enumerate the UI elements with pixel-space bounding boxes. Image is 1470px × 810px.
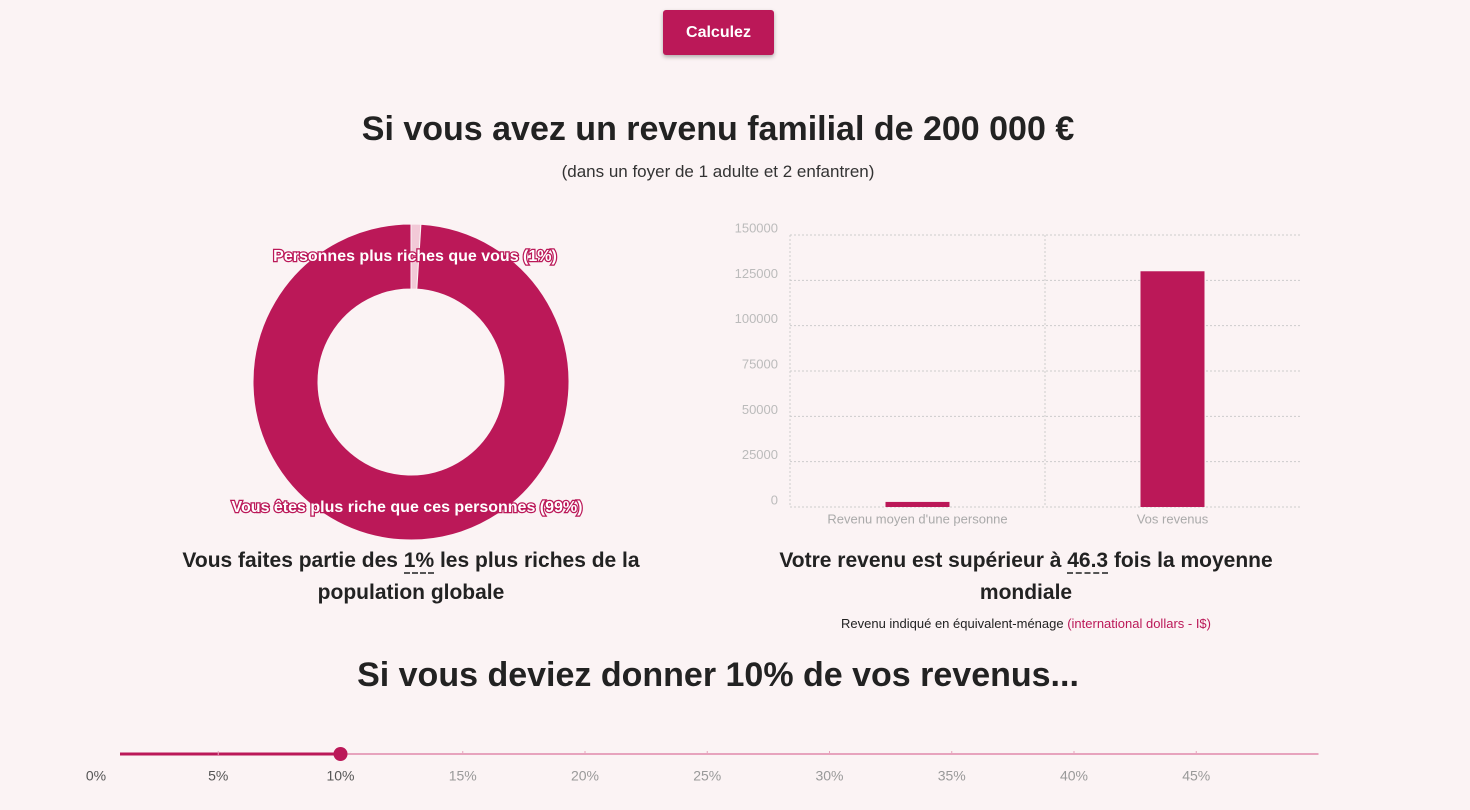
y-tick-label: 50000 — [742, 402, 778, 417]
summary-right: Votre revenu est supérieur à 46.3 fois l… — [746, 545, 1306, 609]
note: Revenu indiqué en équivalent-ménage (int… — [700, 616, 1352, 631]
slider-label: 5% — [208, 768, 228, 784]
y-tick-label: 75000 — [742, 356, 778, 371]
subheading: (dans un foyer de 1 adulte et 2 enfantre… — [561, 162, 875, 181]
bar-chart: 0 25000 50000 75000 100000 125000 150000 Revenu… — [735, 220, 1300, 526]
slider-thumb[interactable] — [333, 747, 348, 761]
text: fois la moyenne mondiale — [979, 549, 1273, 604]
slider-label: 20% — [571, 768, 599, 784]
y-tick-label: 0 — [771, 492, 778, 507]
slider[interactable]: 0% 5% 10% 15% 20% 25% 30% 35% 40% 45% — [86, 747, 1319, 784]
slider-label: 35% — [938, 768, 966, 784]
heading-2: Si vous deviez donner 10% de vos revenus… — [357, 656, 1079, 694]
y-tick-label: 125000 — [735, 266, 778, 281]
slider-label: 45% — [1182, 768, 1210, 784]
slider-label: 40% — [1060, 768, 1088, 784]
text: Votre revenu est supérieur à — [779, 549, 1068, 572]
slider-label: 15% — [449, 768, 477, 784]
note-text: Revenu indiqué en équivalent-ménage — [840, 616, 1068, 631]
highlight: 1% — [403, 549, 435, 574]
calculate-button[interactable]: Calculez — [663, 10, 774, 55]
y-tick-label: 100000 — [735, 311, 778, 326]
x-tick-label: Vos revenus — [1137, 511, 1209, 526]
x-tick-label: Revenu moyen d'une personne — [827, 511, 1007, 526]
donut-label: Vous êtes plus riche que ces personnes (… — [232, 499, 583, 516]
donut-segment — [252, 223, 570, 541]
bar — [885, 501, 950, 507]
summary-left: Vous faites partie des 1% les plus riche… — [151, 545, 671, 609]
note-link[interactable]: (international dollars - I$) — [1067, 616, 1211, 631]
y-tick-label: 150000 — [735, 220, 778, 235]
bar — [1140, 271, 1205, 507]
heading: Si vous avez un revenu familial de 200 0… — [361, 110, 1075, 148]
donut-chart: Personnes plus riches que vous (1%) Vous … — [230, 223, 584, 541]
text: les plus riches de la population globale — [317, 549, 640, 604]
slider-label: 30% — [815, 768, 843, 784]
slider-label: 10% — [326, 768, 354, 784]
text: Vous faites partie des — [182, 549, 404, 572]
highlight: 46.3 — [1067, 549, 1109, 574]
y-tick-label: 25000 — [742, 447, 778, 462]
slider-label: 25% — [693, 768, 721, 784]
slider-label: 0% — [86, 768, 106, 784]
donut-label: Personnes plus riches que vous (1%) — [273, 248, 557, 265]
